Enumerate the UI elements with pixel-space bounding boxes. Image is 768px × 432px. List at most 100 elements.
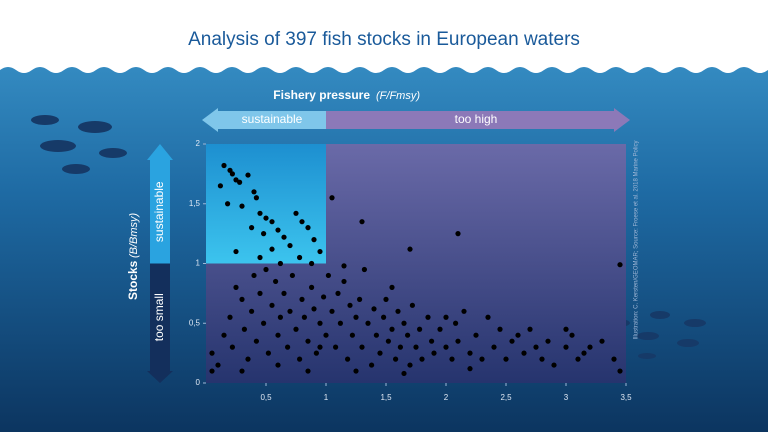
point [345, 356, 351, 362]
point [311, 306, 317, 312]
point [285, 344, 291, 350]
point [281, 290, 287, 296]
arrow-sustainable [202, 108, 326, 132]
point [229, 171, 235, 177]
point [383, 296, 389, 302]
point [317, 320, 323, 326]
point [269, 219, 275, 225]
point [249, 308, 255, 314]
sky [0, 0, 768, 73]
point [491, 344, 497, 350]
point [263, 266, 269, 273]
point [581, 350, 587, 356]
y-tick-label: 1 [196, 259, 201, 268]
point [539, 356, 545, 362]
point [251, 189, 257, 195]
y-axis-label: Stocks [126, 260, 140, 300]
point [409, 302, 415, 308]
point [527, 326, 533, 332]
point [287, 308, 293, 314]
point [617, 368, 623, 374]
point [209, 350, 215, 356]
point [393, 356, 399, 362]
point [371, 306, 377, 312]
point [215, 362, 221, 368]
point [297, 356, 303, 362]
point [237, 179, 243, 185]
point [317, 344, 323, 350]
point [233, 284, 239, 290]
point [257, 254, 263, 261]
point [359, 219, 365, 225]
point [373, 332, 379, 338]
point [245, 172, 251, 178]
point [401, 320, 407, 326]
x-tick-label: 1 [324, 393, 329, 402]
y-tick-label: 0,5 [189, 318, 201, 327]
point [275, 362, 281, 368]
point [277, 260, 283, 267]
point [617, 262, 623, 268]
point [239, 368, 245, 374]
point [377, 350, 383, 356]
point [357, 296, 363, 302]
point [305, 338, 311, 344]
point [287, 242, 293, 249]
point [253, 338, 259, 344]
point [309, 284, 315, 290]
point [389, 284, 395, 290]
x-tick-label: 2 [444, 393, 449, 402]
point [575, 356, 581, 362]
title: Analysis of 397 fish stocks in European … [188, 29, 580, 50]
point [229, 344, 235, 350]
point [299, 296, 305, 302]
point [281, 234, 287, 240]
arrow-too-high [326, 108, 630, 132]
y-axis-unit: (B/Bmsy) [128, 212, 140, 258]
point [239, 296, 245, 302]
point [453, 320, 459, 326]
point [311, 237, 317, 243]
point [337, 320, 343, 326]
point [251, 272, 257, 279]
point [301, 314, 307, 320]
point [323, 332, 329, 338]
point [381, 314, 387, 320]
point [335, 290, 341, 296]
sustainable-zone [206, 144, 326, 264]
point [269, 246, 275, 252]
point [405, 332, 411, 338]
point [503, 356, 509, 362]
point [233, 248, 239, 255]
point [515, 332, 521, 338]
point [305, 368, 311, 374]
x-axis-unit: (F/Fmsy) [376, 90, 420, 102]
point [509, 338, 515, 344]
point [257, 210, 263, 216]
y-tick-label: 1,5 [189, 199, 201, 208]
point [455, 231, 461, 237]
point [257, 290, 263, 296]
point [443, 344, 449, 350]
point [443, 314, 449, 320]
point [353, 368, 359, 374]
point [253, 195, 259, 201]
point [209, 368, 215, 374]
point [521, 350, 527, 356]
point [297, 254, 303, 261]
point [479, 356, 485, 362]
point [397, 344, 403, 350]
x-axis-label: Fishery pressure [273, 88, 370, 102]
point [419, 356, 425, 362]
point [273, 278, 279, 285]
point [497, 326, 503, 332]
point [321, 294, 327, 300]
point [275, 332, 281, 338]
point [425, 314, 431, 320]
point [533, 344, 539, 350]
point [431, 350, 437, 356]
point [261, 231, 267, 237]
point [385, 338, 391, 344]
point [347, 302, 353, 308]
point [263, 215, 269, 221]
